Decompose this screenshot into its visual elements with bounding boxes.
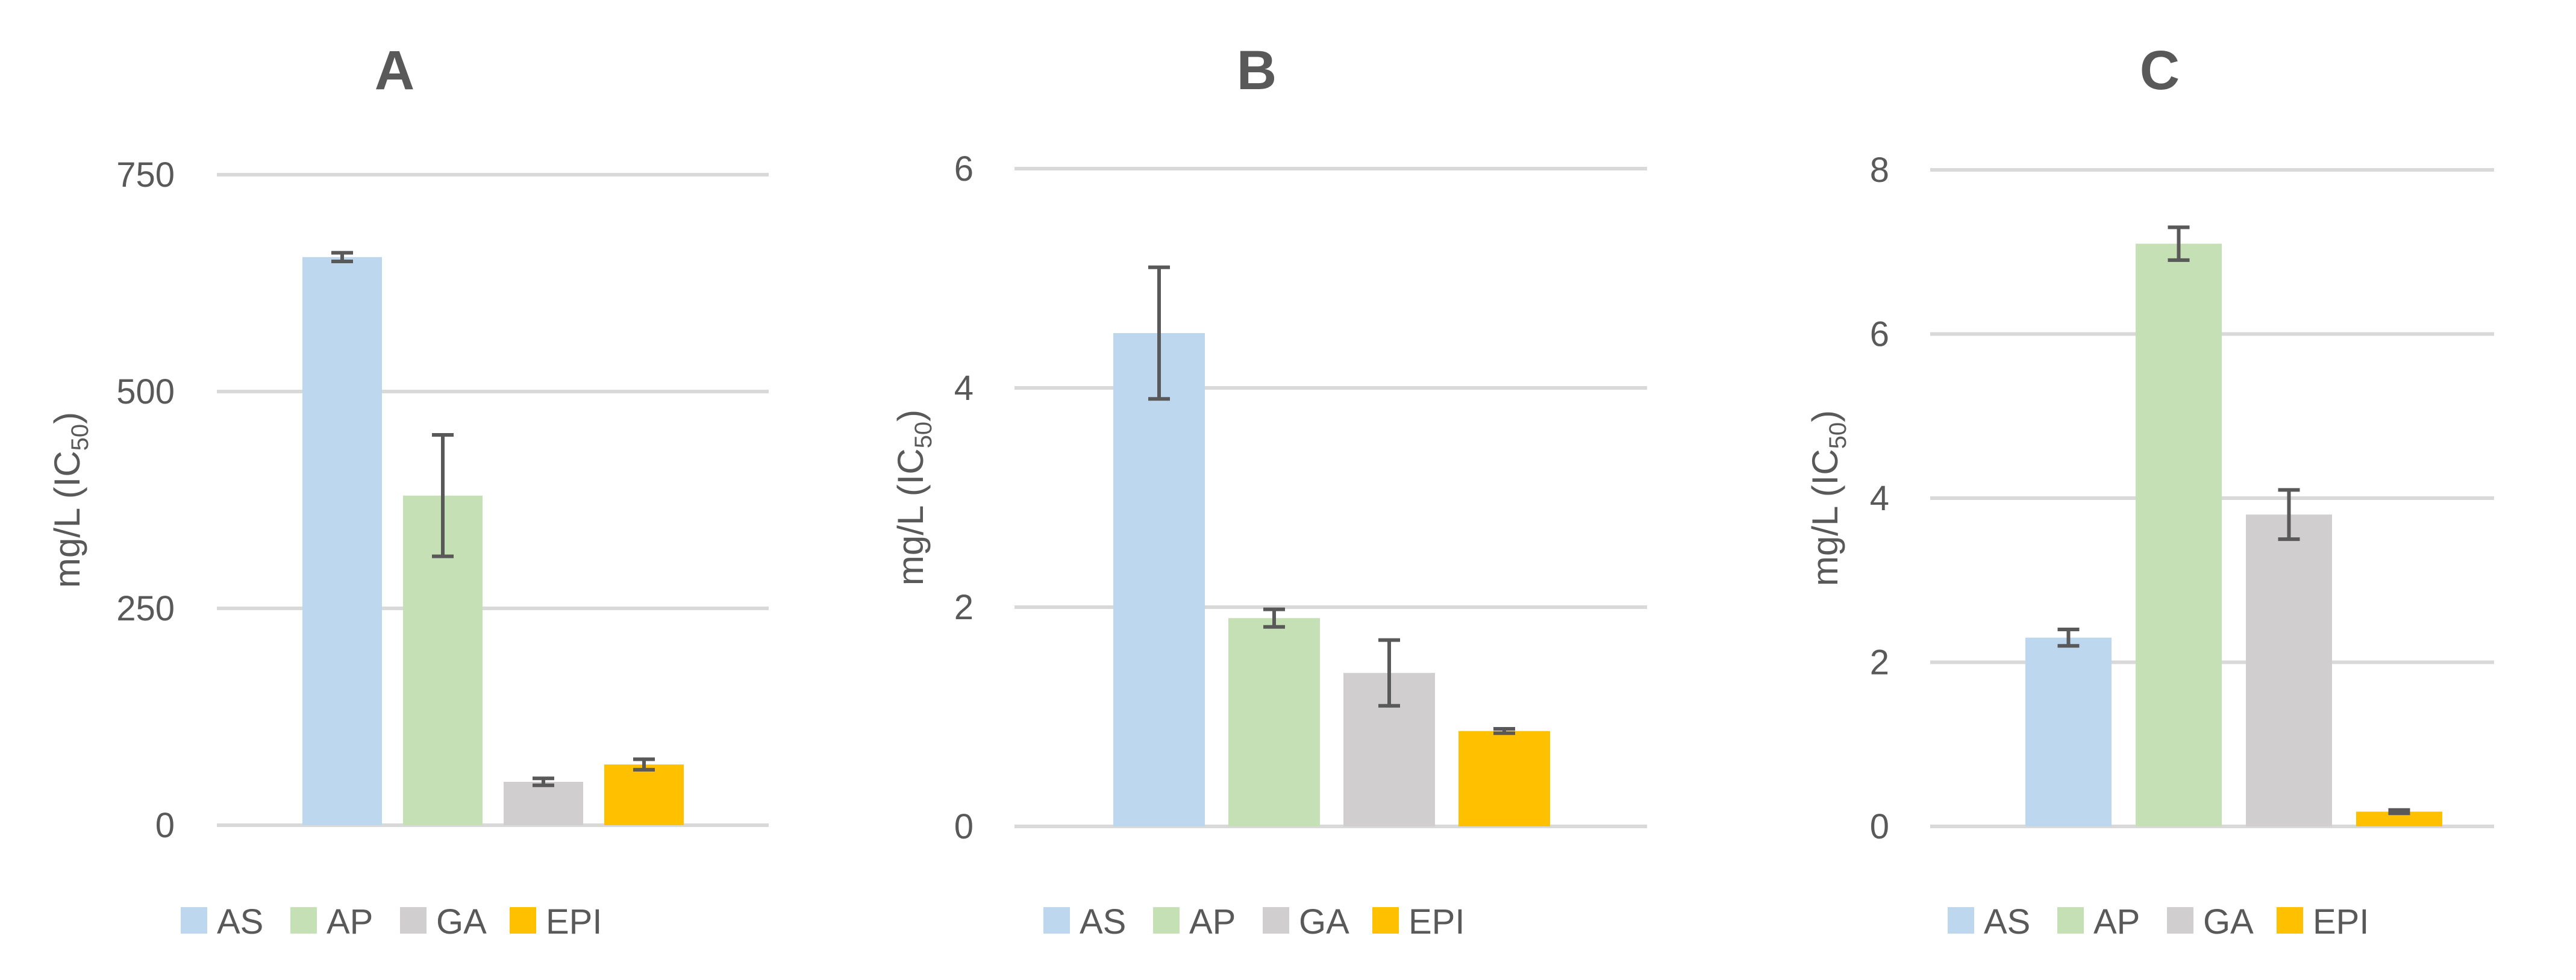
- legend-label-as: AS: [1080, 902, 1126, 941]
- legend: AS AP GA EPI: [1043, 902, 1465, 941]
- chart-panel-a: A 0 250 500 750 mg/L (IC50) AS AP GA EPI: [47, 40, 769, 941]
- y-tick-label: 6: [954, 149, 974, 189]
- legend-swatch-ap: [290, 907, 317, 934]
- legend-label-ap: AP: [1189, 902, 1236, 941]
- y-tick-label: 0: [1870, 807, 1889, 846]
- error-bar-ap: [432, 433, 454, 558]
- chart-title: C: [2140, 40, 2180, 101]
- error-bar-ga: [1378, 638, 1400, 708]
- y-tick-label: 2: [954, 588, 974, 627]
- bar-as: [2025, 637, 2112, 826]
- error-bar-epi: [2388, 808, 2410, 816]
- bar-as: [1113, 333, 1205, 826]
- y-tick-label: 750: [116, 155, 175, 195]
- legend-swatch-ap: [1153, 907, 1180, 934]
- chart-title: A: [375, 40, 414, 101]
- legend: AS AP GA EPI: [1948, 902, 2369, 941]
- bar-ga: [504, 782, 583, 825]
- legend-label-epi: EPI: [546, 902, 602, 941]
- bar-epi: [604, 764, 684, 825]
- error-bar-as: [2057, 628, 2080, 648]
- y-tick-label: 2: [1870, 643, 1889, 682]
- y-tick-label: 0: [155, 806, 175, 845]
- y-axis-label-main: mg/L (IC: [890, 448, 931, 585]
- bar-ga: [2246, 514, 2332, 826]
- legend-swatch-ga: [1263, 907, 1289, 934]
- legend-swatch-ga: [2167, 907, 2193, 934]
- y-axis-label-subscript: 50: [67, 424, 93, 451]
- y-axis-label: mg/L (IC50): [1805, 410, 1851, 586]
- error-bar-ga: [533, 776, 554, 787]
- legend-label-ga: GA: [436, 902, 487, 941]
- error-bar-ap: [2168, 225, 2190, 262]
- y-tick-label: 4: [1870, 479, 1889, 518]
- legend-label-as: AS: [1984, 902, 2030, 941]
- legend-label-ap: AP: [2093, 902, 2140, 941]
- error-bar-ga: [2278, 488, 2300, 541]
- error-bar-as: [331, 251, 353, 263]
- legend-swatch-ga: [400, 907, 427, 934]
- y-axis-label-close: ): [890, 410, 931, 422]
- error-bar-epi: [633, 757, 655, 772]
- bar-ap: [2136, 243, 2222, 826]
- y-tick-label: 8: [1870, 151, 1889, 190]
- legend-label-as: AS: [217, 902, 263, 941]
- y-axis-label-main: mg/L (IC: [47, 451, 87, 588]
- error-bar-ap: [1263, 607, 1285, 629]
- legend-swatch-as: [1043, 907, 1070, 934]
- legend: AS AP GA EPI: [181, 902, 602, 941]
- legend-swatch-epi: [2277, 907, 2303, 934]
- y-axis-label-main: mg/L (IC: [1805, 449, 1845, 586]
- bar-epi: [1458, 731, 1550, 826]
- legend-label-ga: GA: [1299, 902, 1349, 941]
- chart-title: B: [1237, 40, 1277, 101]
- bar-ap: [1228, 618, 1320, 826]
- legend-swatch-epi: [510, 907, 536, 934]
- chart-panel-c: C 0 2 4 6 8 mg/L (IC50) AS AP GA EPI: [1805, 40, 2494, 941]
- legend-swatch-epi: [1372, 907, 1399, 934]
- bar-as: [302, 257, 382, 825]
- y-axis-label: mg/L (IC50): [890, 410, 937, 585]
- y-axis-label: mg/L (IC50): [47, 412, 93, 588]
- error-bar-epi: [1493, 727, 1515, 735]
- y-tick-label: 4: [954, 369, 974, 408]
- legend-label-epi: EPI: [2313, 902, 2369, 941]
- legend-label-ga: GA: [2203, 902, 2254, 941]
- y-axis-label-close: ): [1805, 410, 1845, 422]
- y-tick-label: 0: [954, 807, 974, 846]
- y-axis-label-close: ): [47, 412, 87, 424]
- y-axis-label-subscript: 50: [1825, 422, 1851, 449]
- y-tick-label: 6: [1870, 315, 1889, 354]
- legend-label-ap: AP: [327, 902, 373, 941]
- legend-swatch-ap: [2057, 907, 2084, 934]
- legend-label-epi: EPI: [1408, 902, 1465, 941]
- error-bar-as: [1148, 265, 1170, 401]
- chart-panel-b: B 0 2 4 6 mg/L (IC50) AS AP GA EPI: [890, 40, 1647, 941]
- legend-swatch-as: [181, 907, 207, 934]
- y-tick-label: 250: [116, 589, 175, 628]
- legend-swatch-as: [1948, 907, 1974, 934]
- y-axis-label-subscript: 50: [910, 422, 937, 449]
- y-tick-label: 500: [116, 372, 175, 411]
